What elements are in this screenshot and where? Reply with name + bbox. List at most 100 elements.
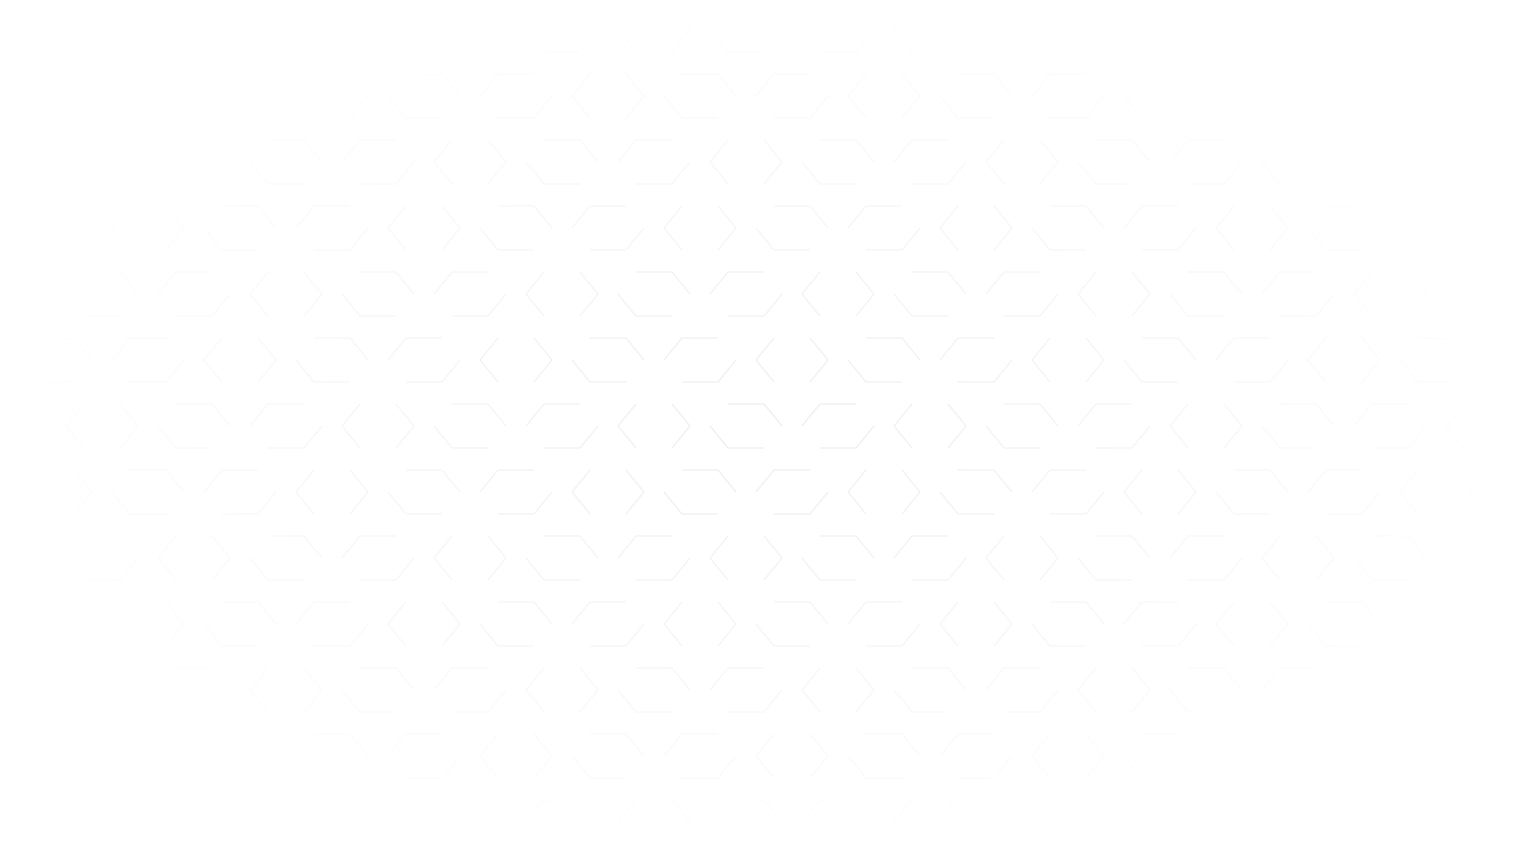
hexagon-edge: [1085, 95, 1105, 119]
hexagon-edge: [349, 733, 369, 757]
hexagon-edge: [441, 601, 461, 625]
hexagon-edge: [387, 733, 407, 757]
hexagon-edge: [1361, 755, 1381, 779]
hexagon-edge: [203, 623, 223, 647]
hexagon-edge: [579, 425, 599, 449]
hexagon-edge: [1085, 733, 1105, 757]
hexagon-edge: [119, 667, 139, 691]
hexagon-edge: [1353, 557, 1373, 581]
hexagon-edge: [65, 425, 85, 449]
hexagon-edge: [157, 557, 177, 581]
hexagon-edge: [1215, 337, 1235, 361]
hexagon-edge: [947, 821, 967, 845]
hexagon-edge: [579, 821, 599, 845]
hexagon-edge: [579, 535, 599, 559]
hexagon-edge: [855, 425, 875, 449]
hexagon-edge: [579, 293, 599, 317]
hexagon-edge: [1399, 205, 1419, 229]
hexagon-edge: [341, 425, 361, 449]
hexagon-edge: [1039, 293, 1059, 317]
hexagon-edge: [1131, 293, 1151, 317]
hexagon-edge: [763, 799, 783, 823]
hexagon-edge: [571, 205, 591, 229]
hexagon-edge: [1269, 755, 1289, 779]
hexagon-edge: [801, 799, 821, 823]
hexagon-edge: [441, 227, 461, 251]
hexagon-edge: [249, 689, 269, 713]
hexagon-edge: [525, 161, 545, 185]
hexagon-edge: [1453, 623, 1473, 647]
hexagon-edge: [901, 623, 921, 647]
hexagon-edge: [387, 491, 407, 515]
hexagon-edge: [1085, 359, 1105, 383]
hexagon-edge: [303, 667, 323, 691]
hexagon-edge: [533, 95, 553, 119]
hexagon-edge: [387, 337, 407, 361]
hexagon-edge: [939, 205, 959, 229]
hexagon-edge: [341, 293, 361, 317]
hexagon-edge: [847, 73, 867, 97]
hexagon-edge: [533, 491, 553, 515]
hexagon-edge: [211, 535, 231, 559]
hexagon-edge: [1223, 161, 1243, 185]
hexagon-edge: [73, 623, 93, 647]
hexagon-edge: [993, 227, 1013, 251]
hexagon-edge: [1223, 799, 1243, 823]
hexagon-edge: [303, 425, 323, 449]
hexagon-edge: [1445, 403, 1465, 427]
hexagon-edge: [939, 95, 959, 119]
hexagon-edge: [947, 161, 967, 185]
hexagon-edge: [801, 271, 821, 295]
hexagon-edge: [1399, 601, 1419, 625]
hexagon-edge: [1399, 95, 1419, 119]
hexagon-edge: [617, 293, 637, 317]
hexagon-edge: [1445, 821, 1465, 845]
hexagon-edge: [617, 821, 637, 845]
hexagon-edge: [663, 337, 683, 361]
hexagon-edge: [1445, 7, 1465, 31]
hexagon-edge: [855, 821, 875, 845]
hexagon-edge: [755, 227, 775, 251]
hexagon-edge: [1361, 491, 1381, 515]
hexagon-edge: [157, 139, 177, 163]
hexagon-edge: [1123, 95, 1143, 119]
hexagon-edge: [257, 337, 277, 361]
hexagon-edge: [1123, 491, 1143, 515]
hexagon-edge: [1077, 799, 1097, 823]
hexagon-edge: [27, 425, 47, 449]
hexagon-edge: [211, 689, 231, 713]
hexagon-edge: [1261, 29, 1281, 53]
hexagon-edge: [165, 623, 185, 647]
hexagon-edge: [1307, 227, 1327, 251]
hexagon-edge: [1315, 799, 1335, 823]
hexagon-edge: [763, 403, 783, 427]
hexagon-edge: [1445, 535, 1465, 559]
hexagon-edge: [1315, 535, 1335, 559]
hexagon-edge: [947, 271, 967, 295]
hexagon-edge: [717, 469, 737, 493]
hexagon-edge: [111, 227, 131, 251]
hexagon-edge: [1039, 139, 1059, 163]
hexagon-edge: [479, 227, 499, 251]
hexagon-edge: [671, 667, 691, 691]
hexagon-edge: [119, 425, 139, 449]
hexagon-edge: [1223, 425, 1243, 449]
hexagon-edge: [1407, 689, 1427, 713]
hexagon-edge: [65, 29, 85, 53]
hexagon-edge: [809, 491, 829, 515]
hexagon-edge: [257, 95, 277, 119]
hexagon-edge: [257, 601, 277, 625]
hexagon-edge: [1445, 139, 1465, 163]
hexagon-edge: [1123, 601, 1143, 625]
hexagon-edge: [119, 7, 139, 31]
hexagon-edge: [433, 139, 453, 163]
hexagon-edge: [203, 359, 223, 383]
hexagon-edge: [617, 689, 637, 713]
hexagon-edge: [893, 139, 913, 163]
hexagon-edge: [1353, 271, 1373, 295]
hexagon-edge: [1177, 491, 1197, 515]
hexagon-edge: [27, 821, 47, 845]
hexagon-edge: [717, 755, 737, 779]
hexagon-edge: [1261, 667, 1281, 691]
hexagon-edge: [395, 667, 415, 691]
